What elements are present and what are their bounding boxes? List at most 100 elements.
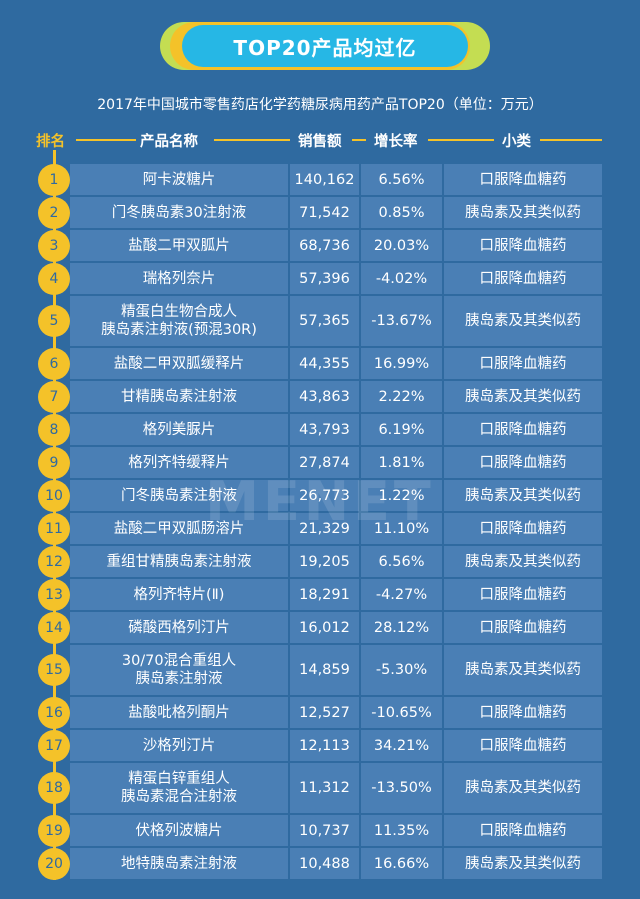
growth-cell: -13.50% <box>361 763 442 813</box>
header-divider <box>76 139 136 141</box>
category-cell: 口服降血糖药 <box>444 579 602 610</box>
sales-cell: 12,113 <box>290 730 359 761</box>
header-rank: 排名 <box>36 134 65 150</box>
growth-cell: 16.66% <box>361 848 442 879</box>
product-name-line: 胰岛素混合注射液 <box>121 789 237 805</box>
sales-cell: 26,773 <box>290 480 359 511</box>
header-category: 小类 <box>502 134 531 150</box>
sales-cell: 68,736 <box>290 230 359 261</box>
product-name-cell: 格列美脲片 <box>70 414 288 445</box>
rank-badge: 2 <box>38 196 70 229</box>
header-name: 产品名称 <box>140 134 198 150</box>
sales-cell: 10,737 <box>290 815 359 846</box>
sales-cell: 10,488 <box>290 848 359 879</box>
product-name-cell: 甘精胰岛素注射液 <box>70 381 288 412</box>
category-cell: 口服降血糖药 <box>444 414 602 445</box>
product-name-line: 精蛋白锌重组人 <box>128 771 230 787</box>
sales-cell: 16,012 <box>290 612 359 643</box>
sales-cell: 11,312 <box>290 763 359 813</box>
growth-cell: 6.19% <box>361 414 442 445</box>
table-subtitle: 2017年中国城市零售药店化学药糖尿病用药产品TOP20（单位：万元） <box>97 97 543 113</box>
table-row: 格列齐特片(Ⅱ) 18,291 -4.27% 口服降血糖药 13 <box>0 578 640 611</box>
product-name-cell: 沙格列汀片 <box>70 730 288 761</box>
table-row: 格列齐特缓释片 27,874 1.81% 口服降血糖药 9 <box>0 446 640 479</box>
growth-cell: -10.65% <box>361 697 442 728</box>
category-cell: 胰岛素及其类似药 <box>444 763 602 813</box>
table-row: 门冬胰岛素30注射液 71,542 0.85% 胰岛素及其类似药 2 <box>0 196 640 229</box>
table-row: 盐酸二甲双胍片 68,736 20.03% 口服降血糖药 3 <box>0 229 640 262</box>
category-cell: 口服降血糖药 <box>444 348 602 379</box>
product-name-cell: 阿卡波糖片 <box>70 164 288 195</box>
rank-badge: 11 <box>38 512 70 545</box>
category-cell: 口服降血糖药 <box>444 730 602 761</box>
product-name-cell: 门冬胰岛素30注射液 <box>70 197 288 228</box>
product-name-cell: 格列齐特缓释片 <box>70 447 288 478</box>
table-row: 精蛋白生物合成人 胰岛素注射液(预混30R) 57,365 -13.67% 胰岛素及其类… <box>0 296 640 346</box>
category-cell: 胰岛素及其类似药 <box>444 197 602 228</box>
table-row: 伏格列波糖片 10,737 11.35% 口服降血糖药 19 <box>0 814 640 847</box>
product-name-cell: 盐酸二甲双胍缓释片 <box>70 348 288 379</box>
banner-title: TOP20产品均过亿 <box>182 25 468 67</box>
category-cell: 口服降血糖药 <box>444 263 602 294</box>
product-name-cell: 地特胰岛素注射液 <box>70 848 288 879</box>
rank-badge: 16 <box>38 696 70 729</box>
category-cell: 口服降血糖药 <box>444 815 602 846</box>
growth-cell: 1.81% <box>361 447 442 478</box>
sales-cell: 43,863 <box>290 381 359 412</box>
growth-cell: 28.12% <box>361 612 442 643</box>
product-name-cell: 磷酸西格列汀片 <box>70 612 288 643</box>
growth-cell: -4.02% <box>361 263 442 294</box>
product-name-line: 胰岛素注射液(预混30R) <box>101 322 257 338</box>
growth-cell: 0.85% <box>361 197 442 228</box>
category-cell: 胰岛素及其类似药 <box>444 848 602 879</box>
sales-cell: 18,291 <box>290 579 359 610</box>
rank-badge: 5 <box>38 305 70 337</box>
table-row: 精蛋白锌重组人 胰岛素混合注射液 11,312 -13.50% 胰岛素及其类似药 18 <box>0 763 640 813</box>
product-name-cell: 瑞格列奈片 <box>70 263 288 294</box>
rank-badge: 20 <box>38 847 70 880</box>
table-row: 门冬胰岛素注射液 26,773 1.22% 胰岛素及其类似药 10 <box>0 479 640 512</box>
product-name-line: 精蛋白生物合成人 <box>121 304 237 320</box>
rank-badge: 18 <box>38 772 70 804</box>
table-row: 盐酸吡格列酮片 12,527 -10.65% 口服降血糖药 16 <box>0 696 640 729</box>
sales-cell: 14,859 <box>290 645 359 695</box>
header-sales: 销售额 <box>298 134 342 150</box>
table-header: 排名 产品名称 销售额 增长率 小类 <box>0 128 640 152</box>
category-cell: 口服降血糖药 <box>444 164 602 195</box>
product-name-cell: 30/70混合重组人 胰岛素注射液 <box>70 645 288 695</box>
rank-badge: 12 <box>38 545 70 578</box>
product-name-cell: 重组甘精胰岛素注射液 <box>70 546 288 577</box>
growth-cell: 20.03% <box>361 230 442 261</box>
category-cell: 胰岛素及其类似药 <box>444 645 602 695</box>
category-cell: 口服降血糖药 <box>444 697 602 728</box>
sales-cell: 44,355 <box>290 348 359 379</box>
growth-cell: 16.99% <box>361 348 442 379</box>
table-row: 磷酸西格列汀片 16,012 28.12% 口服降血糖药 14 <box>0 611 640 644</box>
rank-badge: 9 <box>38 446 70 479</box>
header-divider <box>540 139 602 141</box>
growth-cell: -5.30% <box>361 645 442 695</box>
product-name-line: 30/70混合重组人 <box>121 653 237 669</box>
rank-badge: 8 <box>38 413 70 446</box>
table-row: 盐酸二甲双胍肠溶片 21,329 11.10% 口服降血糖药 11 <box>0 512 640 545</box>
rank-badge: 10 <box>38 479 70 512</box>
rank-badge: 3 <box>38 229 70 262</box>
sales-cell: 57,365 <box>290 296 359 346</box>
table-row: 阿卡波糖片 140,162 6.56% 口服降血糖药 1 <box>0 163 640 196</box>
table-row: 格列美脲片 43,793 6.19% 口服降血糖药 8 <box>0 413 640 446</box>
growth-cell: -4.27% <box>361 579 442 610</box>
sales-cell: 12,527 <box>290 697 359 728</box>
table-row: 沙格列汀片 12,113 34.21% 口服降血糖药 17 <box>0 729 640 762</box>
product-name-cell: 盐酸二甲双胍肠溶片 <box>70 513 288 544</box>
product-name-cell: 门冬胰岛素注射液 <box>70 480 288 511</box>
growth-cell: 2.22% <box>361 381 442 412</box>
header-divider <box>352 139 366 141</box>
growth-cell: 34.21% <box>361 730 442 761</box>
category-cell: 口服降血糖药 <box>444 230 602 261</box>
table-row: 盐酸二甲双胍缓释片 44,355 16.99% 口服降血糖药 6 <box>0 347 640 380</box>
growth-cell: 6.56% <box>361 546 442 577</box>
category-cell: 胰岛素及其类似药 <box>444 296 602 346</box>
table-row: 30/70混合重组人 胰岛素注射液 14,859 -5.30% 胰岛素及其类似药 15 <box>0 645 640 695</box>
watermark: MENET <box>205 470 435 533</box>
growth-cell: 1.22% <box>361 480 442 511</box>
